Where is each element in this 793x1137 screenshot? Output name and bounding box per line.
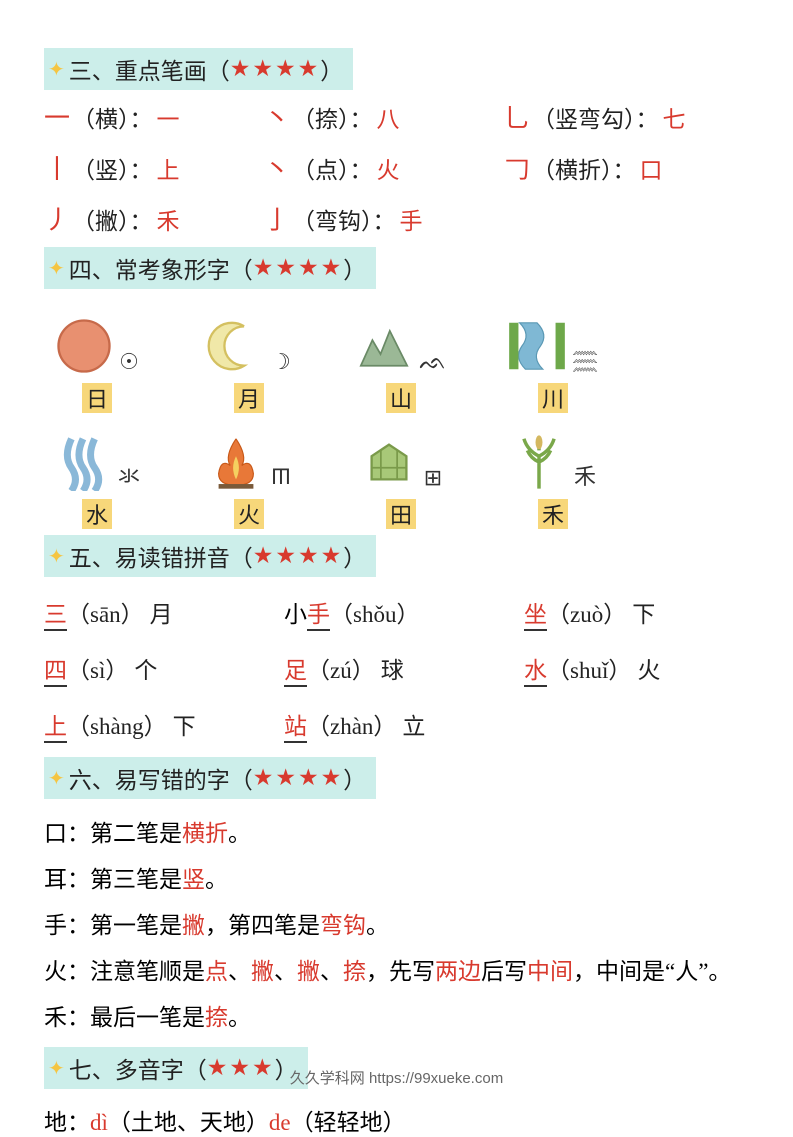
char-box: 田 [386, 499, 416, 529]
pinyin-item: 上（shàng）下 [44, 707, 284, 743]
stroke-item: 丨（竖）：上 [44, 149, 264, 186]
picto-cell: ⊞ 田 [356, 429, 446, 529]
river-icon [508, 317, 566, 375]
pinyin-item: 四（sì）个 [44, 651, 284, 687]
stroke-item: 一（横）：一 [44, 98, 264, 135]
section-6-title: 六、易写错的字（ [69, 761, 253, 795]
char-box: 日 [82, 383, 112, 413]
stroke-item: 乚（竖弯勾）：七 [504, 98, 744, 135]
wrong-char-list: 口：第二笔是横折。 耳：第三笔是竖。 手：第一笔是撇，第四笔是弯钩。 火：注意笔… [44, 811, 749, 1041]
grain-icon [510, 433, 568, 491]
pictograph-row-2: 氺 水 𐊿 火 ⊞ 田 禾 禾 [52, 429, 749, 529]
sparkle-icon: ✦ [48, 766, 65, 791]
pinyin-item: 足（zú）球 [284, 651, 524, 687]
polyphone-line: 地：dì（土地、天地）de（轻轻地） [44, 1103, 749, 1137]
section-3-title: 三、重点笔画（ [69, 52, 230, 86]
picto-cell: 氺 水 [52, 429, 142, 529]
sparkle-icon: ✦ [48, 256, 65, 281]
picto-cell: ☉ 日 [52, 313, 142, 413]
picto-cell: ☽ 月 [204, 313, 294, 413]
section-4-close: ） [343, 251, 366, 285]
sun-icon [55, 317, 113, 375]
picto-cell: 𓈗 川 [508, 313, 598, 413]
char-box: 月 [234, 383, 264, 413]
char-box: 火 [234, 499, 264, 529]
wrong-line: 禾：最后一笔是捺。 [44, 995, 749, 1041]
section-4-stars: ★★★★ [253, 255, 343, 281]
pinyin-item: 站（zhàn）立 [284, 707, 524, 743]
section-4-title: 四、常考象形字（ [69, 251, 253, 285]
wrong-line: 口：第二笔是横折。 [44, 811, 749, 857]
section-3-close: ） [320, 52, 343, 86]
section-6-stars: ★★★★ [253, 765, 343, 791]
footer-text: 久久学科网 https://99xueke.com [0, 1067, 793, 1088]
section-3-header: ✦ 三、重点笔画（ ★★★★ ） [44, 48, 353, 90]
moon-icon [207, 317, 265, 375]
pinyin-item: 水（shuǐ）火 [524, 651, 744, 687]
pinyin-item: 小手（shǒu） [284, 595, 524, 631]
section-5-close: ） [343, 539, 366, 573]
wrong-line: 火：注意笔顺是点、撇、撇、捺，先写两边后写中间，中间是“人”。 [44, 949, 749, 995]
mountain-icon [355, 317, 413, 375]
pinyin-grid: 三（sān）月 小手（shǒu） 坐（zuò）下 四（sì）个 足（zú）球 水… [44, 595, 749, 743]
sparkle-icon: ✦ [48, 57, 65, 82]
wrong-line: 手：第一笔是撇，第四笔是弯钩。 [44, 903, 749, 949]
picto-cell: ᨒ 山 [356, 313, 446, 413]
section-6-close: ） [343, 761, 366, 795]
water-icon [54, 433, 112, 491]
char-box: 水 [82, 499, 112, 529]
section-3-stars: ★★★★ [230, 56, 320, 82]
char-box: 禾 [538, 499, 568, 529]
section-5-header: ✦ 五、易读错拼音（ ★★★★ ） [44, 535, 376, 577]
stroke-item: 丶（点）：火 [264, 149, 504, 186]
section-5-title: 五、易读错拼音（ [69, 539, 253, 573]
sparkle-icon: ✦ [48, 544, 65, 569]
char-box: 川 [538, 383, 568, 413]
picto-cell: 𐊿 火 [204, 429, 294, 529]
stroke-item: 丿（撇）：禾 [44, 200, 264, 237]
wrong-line: 耳：第三笔是竖。 [44, 857, 749, 903]
char-box: 山 [386, 383, 416, 413]
picto-cell: 禾 禾 [508, 429, 598, 529]
field-icon [360, 433, 418, 491]
fire-icon [207, 433, 265, 491]
pinyin-item: 三（sān）月 [44, 595, 284, 631]
section-5-stars: ★★★★ [253, 543, 343, 569]
stroke-item: 丶（捺）：八 [264, 98, 504, 135]
stroke-item: 𠃌（横折）：口 [504, 149, 744, 186]
section-4-header: ✦ 四、常考象形字（ ★★★★ ） [44, 247, 376, 289]
strokes-grid: 一（横）：一 丶（捺）：八 乚（竖弯勾）：七 丨（竖）：上 丶（点）：火 𠃌（横… [44, 98, 749, 237]
stroke-item: 亅（弯钩）：手 [264, 200, 504, 237]
pictograph-row-1: ☉ 日 ☽ 月 ᨒ 山 𓈗 川 [52, 313, 749, 413]
pinyin-item: 坐（zuò）下 [524, 595, 744, 631]
section-6-header: ✦ 六、易写错的字（ ★★★★ ） [44, 757, 376, 799]
